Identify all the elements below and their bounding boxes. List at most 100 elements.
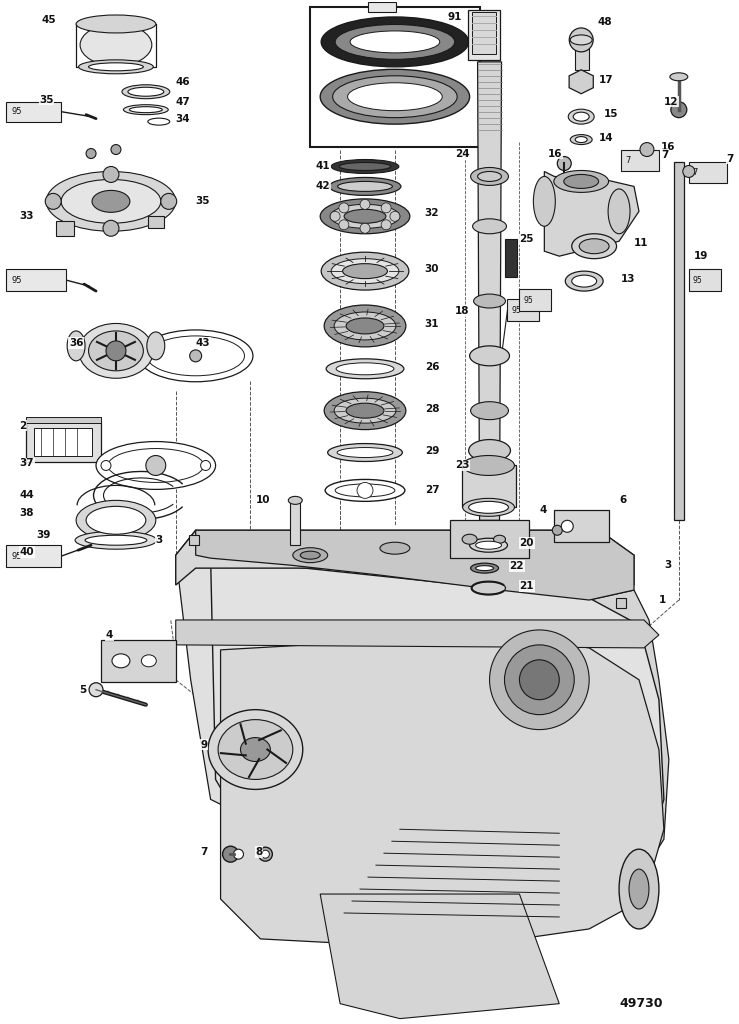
Text: 45: 45 bbox=[41, 15, 56, 25]
Ellipse shape bbox=[571, 134, 592, 144]
Polygon shape bbox=[176, 620, 659, 648]
Ellipse shape bbox=[330, 205, 400, 228]
Bar bbox=[310, 7, 480, 146]
Ellipse shape bbox=[240, 737, 270, 762]
Ellipse shape bbox=[339, 163, 391, 170]
Circle shape bbox=[339, 220, 349, 229]
Text: 22: 22 bbox=[509, 561, 524, 571]
Polygon shape bbox=[674, 162, 684, 520]
Text: 95: 95 bbox=[11, 275, 22, 285]
Text: 19: 19 bbox=[694, 251, 708, 261]
Circle shape bbox=[222, 846, 239, 862]
Bar bbox=[368, 2, 396, 12]
Text: 47: 47 bbox=[176, 96, 191, 106]
Ellipse shape bbox=[325, 479, 405, 502]
Circle shape bbox=[520, 659, 559, 699]
Bar bbox=[27, 421, 101, 463]
Bar bbox=[575, 40, 589, 70]
Text: 95: 95 bbox=[511, 305, 521, 314]
Bar bbox=[7, 269, 67, 291]
Circle shape bbox=[683, 166, 695, 177]
Bar bbox=[554, 510, 609, 543]
Text: 10: 10 bbox=[256, 496, 270, 506]
Ellipse shape bbox=[326, 358, 404, 379]
Text: 31: 31 bbox=[425, 318, 439, 329]
Ellipse shape bbox=[138, 330, 253, 382]
Text: 30: 30 bbox=[425, 264, 439, 274]
Circle shape bbox=[103, 220, 119, 237]
Ellipse shape bbox=[75, 531, 157, 549]
Ellipse shape bbox=[335, 25, 454, 59]
Polygon shape bbox=[196, 530, 634, 600]
Ellipse shape bbox=[568, 110, 594, 124]
Text: 91: 91 bbox=[448, 12, 462, 22]
Ellipse shape bbox=[76, 15, 156, 33]
Text: 16: 16 bbox=[548, 148, 562, 159]
Text: 38: 38 bbox=[19, 508, 34, 518]
Ellipse shape bbox=[564, 174, 599, 188]
Text: 33: 33 bbox=[19, 211, 34, 221]
Text: 42: 42 bbox=[316, 181, 330, 191]
Circle shape bbox=[390, 211, 400, 221]
Circle shape bbox=[259, 847, 273, 861]
Ellipse shape bbox=[329, 177, 401, 196]
Text: 18: 18 bbox=[454, 306, 469, 316]
Bar bbox=[508, 299, 539, 321]
Bar bbox=[101, 640, 176, 682]
Text: 39: 39 bbox=[36, 530, 51, 541]
Circle shape bbox=[86, 148, 96, 159]
Circle shape bbox=[360, 223, 370, 233]
Text: 4: 4 bbox=[539, 505, 547, 515]
Text: 1: 1 bbox=[659, 595, 666, 605]
Ellipse shape bbox=[331, 160, 399, 173]
Ellipse shape bbox=[293, 548, 327, 562]
Ellipse shape bbox=[324, 392, 406, 430]
Polygon shape bbox=[569, 70, 593, 94]
Text: 3: 3 bbox=[664, 560, 671, 570]
Ellipse shape bbox=[320, 199, 410, 233]
Text: 17: 17 bbox=[599, 75, 614, 85]
Circle shape bbox=[234, 849, 243, 859]
Polygon shape bbox=[220, 635, 664, 949]
Ellipse shape bbox=[571, 35, 592, 45]
Ellipse shape bbox=[471, 582, 505, 595]
Text: 23: 23 bbox=[454, 461, 469, 470]
Text: 36: 36 bbox=[69, 338, 84, 348]
Ellipse shape bbox=[350, 31, 440, 53]
Ellipse shape bbox=[89, 331, 143, 371]
Polygon shape bbox=[320, 894, 559, 1019]
Text: 41: 41 bbox=[316, 162, 330, 171]
Polygon shape bbox=[477, 61, 502, 520]
Text: 46: 46 bbox=[176, 77, 191, 87]
Circle shape bbox=[190, 350, 202, 361]
Ellipse shape bbox=[346, 318, 384, 334]
Text: 25: 25 bbox=[520, 234, 534, 245]
Circle shape bbox=[505, 645, 574, 715]
Polygon shape bbox=[545, 171, 639, 256]
Ellipse shape bbox=[469, 539, 508, 552]
Text: 7: 7 bbox=[625, 156, 630, 165]
Text: 95: 95 bbox=[11, 552, 22, 561]
Bar bbox=[520, 289, 551, 311]
Ellipse shape bbox=[320, 70, 469, 124]
Ellipse shape bbox=[471, 401, 508, 420]
Ellipse shape bbox=[346, 403, 384, 418]
Ellipse shape bbox=[337, 447, 393, 458]
Ellipse shape bbox=[380, 543, 410, 554]
Ellipse shape bbox=[122, 85, 170, 98]
Ellipse shape bbox=[477, 171, 502, 181]
Ellipse shape bbox=[335, 484, 395, 497]
Polygon shape bbox=[176, 530, 634, 585]
Text: 95: 95 bbox=[523, 296, 533, 304]
Ellipse shape bbox=[619, 849, 659, 929]
Ellipse shape bbox=[147, 332, 165, 359]
Text: 20: 20 bbox=[520, 539, 534, 548]
Bar bbox=[27, 417, 101, 423]
Ellipse shape bbox=[344, 209, 386, 223]
Ellipse shape bbox=[670, 73, 688, 81]
Text: 8: 8 bbox=[256, 847, 262, 857]
Ellipse shape bbox=[331, 259, 399, 284]
Bar bbox=[7, 101, 61, 122]
Text: 95: 95 bbox=[372, 2, 382, 11]
Ellipse shape bbox=[629, 869, 649, 909]
